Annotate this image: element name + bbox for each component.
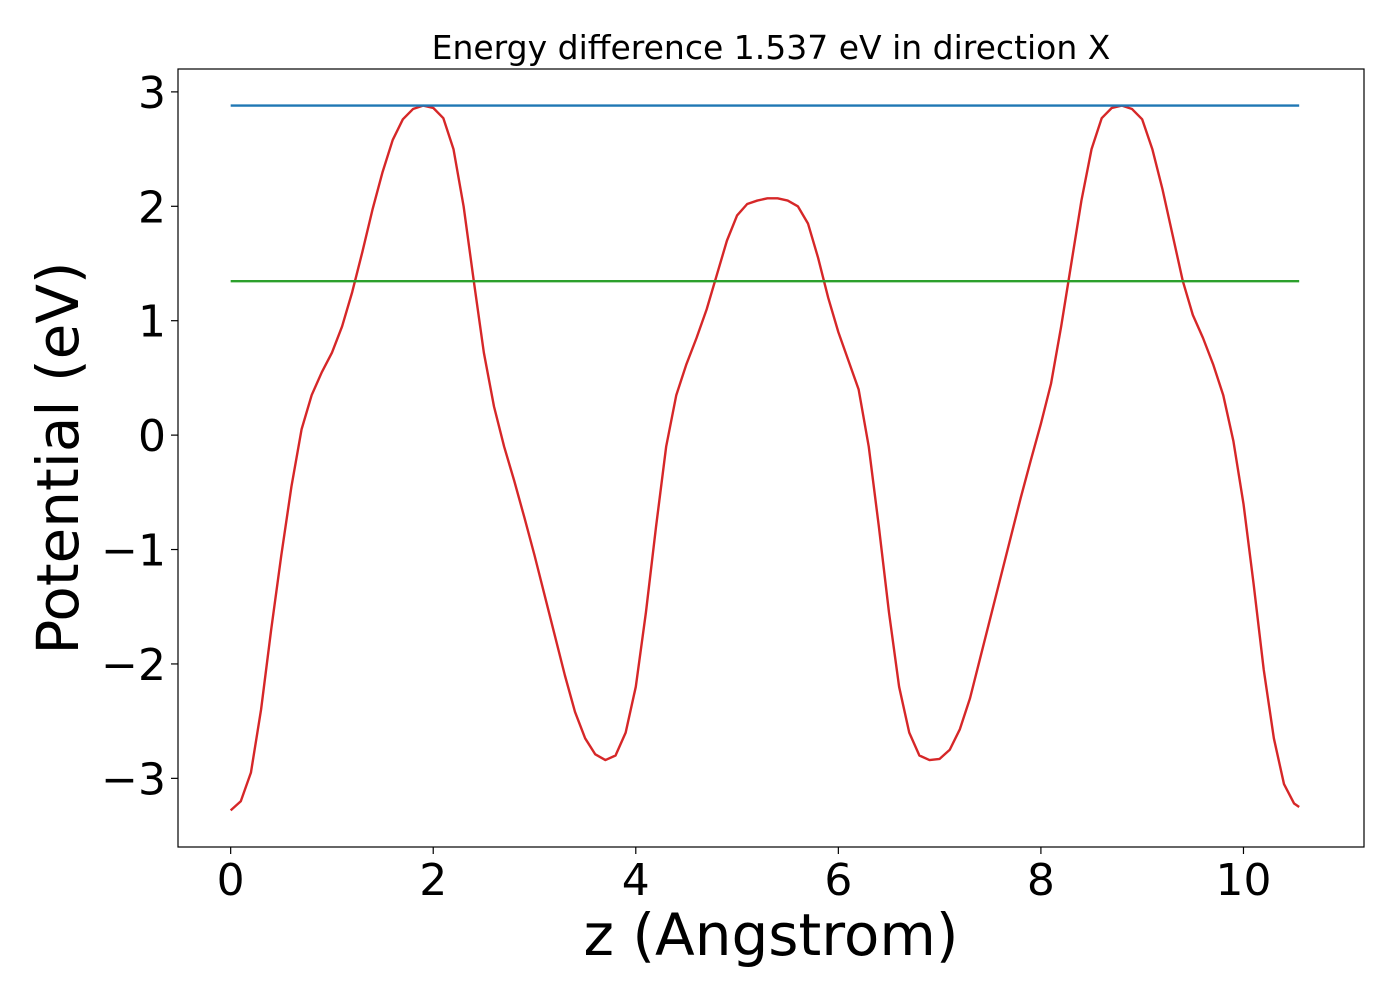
x-tick-label: 0 <box>217 855 245 906</box>
y-tick-label: −1 <box>101 526 166 577</box>
x-axis-label: z (Angstrom) <box>584 901 959 969</box>
chart-title: Energy difference 1.537 eV in direction … <box>432 28 1111 67</box>
x-tick-label: 2 <box>419 855 447 906</box>
y-tick-label: 1 <box>138 297 166 348</box>
x-tick-label: 10 <box>1215 855 1271 906</box>
y-axis-label: Potential (eV) <box>24 261 92 654</box>
x-tick-label: 4 <box>622 855 650 906</box>
series-line-0 <box>229 104 1300 812</box>
y-tick-label: 0 <box>138 411 166 462</box>
x-tick-label: 6 <box>824 855 852 906</box>
x-tick-label: 8 <box>1027 855 1055 906</box>
y-tick-label: 3 <box>138 68 166 119</box>
x-axis: 0 2 4 6 8 10 <box>217 847 1271 906</box>
y-axis: −3 −2 −1 0 1 2 3 <box>101 68 178 805</box>
y-tick-label: −3 <box>101 754 166 805</box>
plot-area <box>177 68 1365 848</box>
axes-frame <box>177 68 1365 848</box>
y-tick-label: −2 <box>101 640 166 691</box>
y-tick-label: 2 <box>138 182 166 233</box>
